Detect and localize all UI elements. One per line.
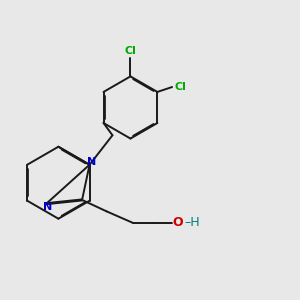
Text: Cl: Cl — [174, 82, 186, 92]
Text: O: O — [173, 216, 183, 229]
Text: N: N — [87, 157, 96, 167]
Text: N: N — [43, 202, 52, 212]
Text: Cl: Cl — [124, 46, 136, 56]
Text: –H: –H — [184, 216, 200, 229]
